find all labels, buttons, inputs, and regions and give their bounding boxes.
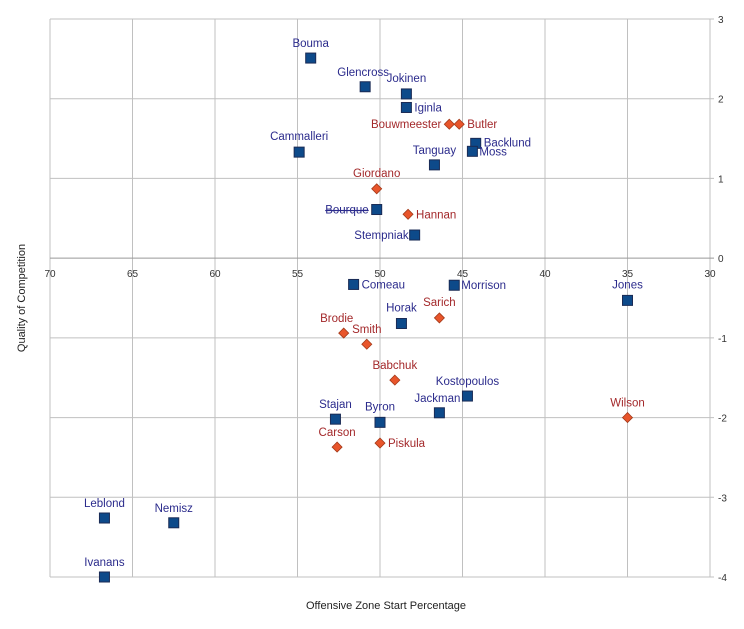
y-tick-label: -2 <box>718 414 727 425</box>
y-axis-title: Quality of Competition <box>16 244 28 352</box>
data-points <box>98 52 634 583</box>
x-axis-title: Offensive Zone Start Percentage <box>306 600 466 612</box>
point-diamond <box>331 441 343 453</box>
point-label: Bourque <box>325 205 368 217</box>
point-label: Morrison <box>461 280 506 292</box>
point-label: Giordano <box>353 168 400 180</box>
x-tick-label: 65 <box>127 269 139 280</box>
point-diamond <box>453 118 465 130</box>
point-label: Comeau <box>362 279 405 291</box>
y-tick-label: -1 <box>718 334 727 345</box>
point-label: Brodie <box>320 313 353 325</box>
point-diamond <box>338 327 350 339</box>
point-label: Smith <box>352 324 381 336</box>
x-tick-label: 35 <box>622 269 634 280</box>
point-square <box>293 146 305 158</box>
point-square <box>348 278 360 290</box>
point-label: Butler <box>467 119 497 131</box>
point-square <box>371 204 383 216</box>
point-label: Wilson <box>610 398 645 410</box>
point-square <box>466 145 478 157</box>
tick-labels: 70 65 60 55 50 45 40 35 30 3 2 1 0 -1 -2 -3 -4 <box>44 15 727 584</box>
x-tick-label: 45 <box>457 269 469 280</box>
point-diamond <box>433 312 445 324</box>
point-square <box>400 88 412 100</box>
point-diamond <box>389 374 401 386</box>
point-square <box>409 229 421 241</box>
y-tick-label: 0 <box>718 254 724 265</box>
x-tick-label: 55 <box>292 269 304 280</box>
point-label: Iginla <box>414 102 442 114</box>
point-diamond <box>402 208 414 220</box>
point-diamond <box>374 437 386 449</box>
point-square <box>622 294 633 306</box>
point-square <box>305 52 317 64</box>
point-label: Glencross <box>337 67 389 79</box>
point-label: Piskula <box>388 438 426 450</box>
point-label: Tanguay <box>413 145 457 157</box>
point-label: Ivanans <box>84 557 125 569</box>
point-label: Stempniak <box>354 230 409 242</box>
point-label: Jones <box>612 279 643 291</box>
point-square <box>359 81 371 93</box>
point-label: Stajan <box>319 399 352 411</box>
point-label: Nemisz <box>155 503 194 515</box>
point-diamond <box>361 338 373 350</box>
point-label: Carson <box>319 427 356 439</box>
point-square <box>98 571 110 583</box>
point-label: Backlund <box>484 137 531 149</box>
point-label: Byron <box>365 401 395 413</box>
x-tick-label: 40 <box>539 269 551 280</box>
y-tick-label: -4 <box>718 573 727 584</box>
y-tick-label: -3 <box>718 493 727 504</box>
point-label: Babchuk <box>372 360 417 372</box>
point-label: Jokinen <box>387 73 427 85</box>
point-label: Bouma <box>292 38 329 50</box>
point-square <box>374 416 386 428</box>
point-square <box>98 512 110 524</box>
point-diamond <box>371 183 383 195</box>
point-diamond <box>621 412 634 424</box>
point-label: Jackman <box>414 393 460 405</box>
point-label: Moss <box>479 146 507 158</box>
point-diamond <box>443 118 455 130</box>
y-tick-label: 3 <box>718 15 724 26</box>
point-square <box>461 390 473 402</box>
x-tick-label: 60 <box>209 269 221 280</box>
point-square <box>168 517 180 529</box>
point-label: Bouwmeester <box>371 119 441 131</box>
point-square <box>329 413 341 425</box>
grid <box>49 18 714 578</box>
point-square <box>448 279 460 291</box>
point-square <box>395 318 407 330</box>
point-square <box>428 159 440 171</box>
point-label: Horak <box>386 303 417 315</box>
point-label: Hannan <box>416 209 456 221</box>
y-tick-label: 2 <box>718 95 724 106</box>
x-tick-label: 70 <box>44 269 56 280</box>
point-square <box>400 101 412 113</box>
point-square <box>433 407 445 419</box>
point-label: Sarich <box>423 297 456 309</box>
point-label: Cammalleri <box>270 131 328 143</box>
y-tick-label: 1 <box>718 174 724 185</box>
x-tick-label: 30 <box>704 269 716 280</box>
point-label: Kostopoulos <box>436 376 500 388</box>
point-label: Leblond <box>84 498 125 510</box>
x-tick-label: 50 <box>374 269 386 280</box>
